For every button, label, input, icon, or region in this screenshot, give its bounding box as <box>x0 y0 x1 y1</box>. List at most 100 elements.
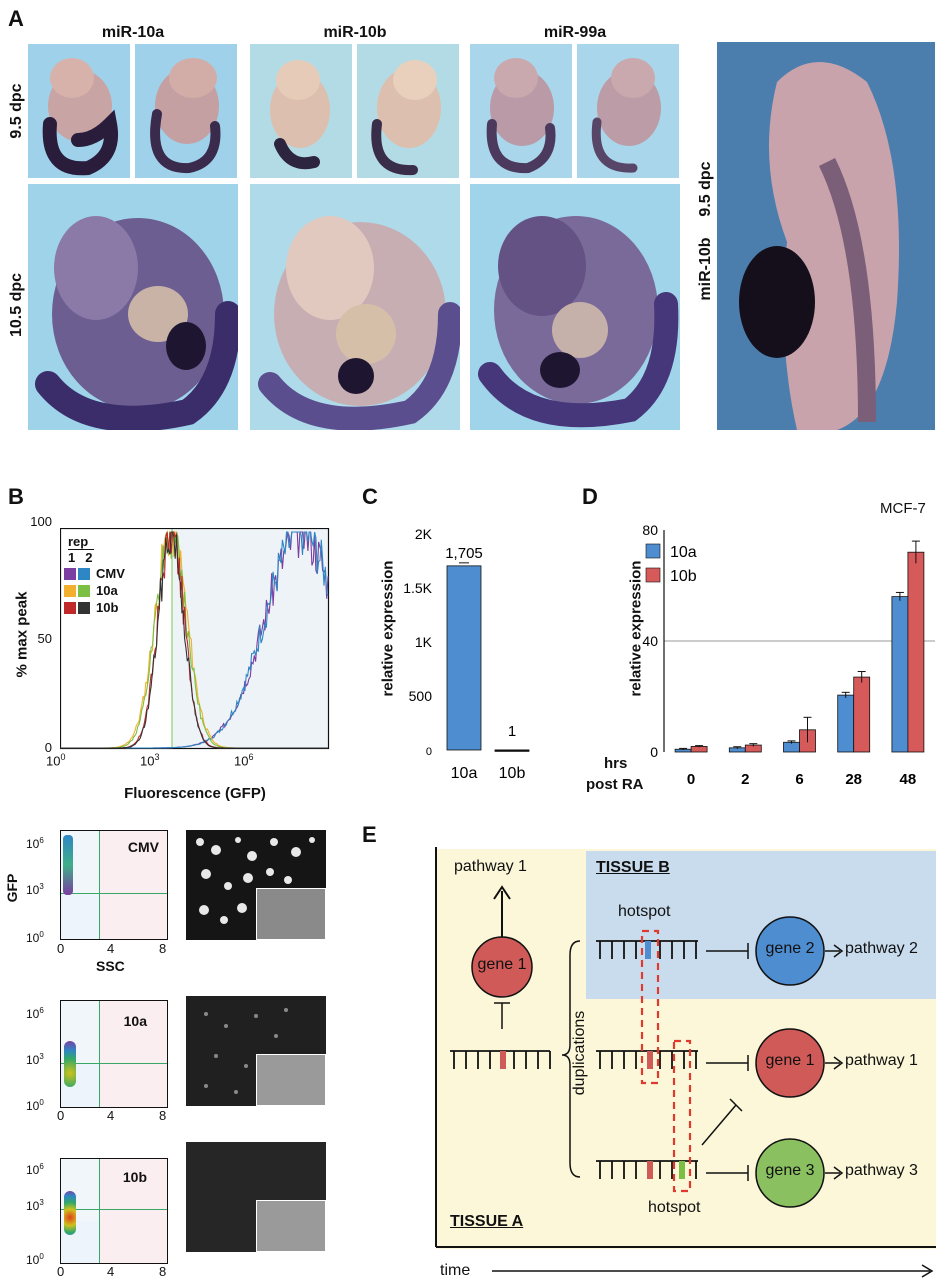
scatter-10b-ytick-0: 100 <box>26 1252 44 1267</box>
panel-a-side-gene-label: miR-10b <box>697 237 714 301</box>
panel-e-gene3: gene 3 <box>765 1162 815 1179</box>
panel-c-ytick: 0 <box>426 746 432 758</box>
scatter-10a-xtick-0: 0 <box>57 1108 65 1123</box>
scatter-plot-10a: 10a <box>60 1000 168 1108</box>
panel-c-ytick: 1K <box>415 634 433 650</box>
legend-swatch-10b-2 <box>78 601 90 614</box>
panel-d-category-48: 48 <box>900 771 917 788</box>
legend-label-cmv: CMV <box>96 566 125 581</box>
panel-a-col-label-mir10b: miR-10b <box>323 24 387 41</box>
panel-d-bar-chart: 80 40 0 0 2 6 28 48 10a 10b <box>642 522 935 788</box>
histogram-chart <box>60 528 330 750</box>
scatter-cmv-ytick-0: 100 <box>26 930 44 945</box>
panel-d-bar-10a-28 <box>837 694 855 753</box>
panel-e-gene1-top: gene 1 <box>477 956 527 973</box>
panel-d-category-6: 6 <box>795 771 803 788</box>
scatter-10b-xtick-8: 8 <box>159 1264 167 1279</box>
panel-c-ytick: 2K <box>415 526 433 542</box>
scatter-plot-cmv: CMV <box>60 830 168 940</box>
panel-e-duplications: duplications <box>571 1010 588 1096</box>
panel-e-gene1: gene 1 <box>765 1052 815 1069</box>
microscopy-inset <box>256 1200 326 1252</box>
legend-label-10a: 10a <box>96 583 118 598</box>
panel-a-col-label-mir10a: miR-10a <box>101 24 165 41</box>
microscopy-inset <box>256 888 326 940</box>
embryo-photo-mir99a-9-5-b <box>577 44 679 178</box>
scatter-cloud <box>64 1191 76 1235</box>
tissue-b-region <box>586 851 936 999</box>
microscopy-photo-cmv <box>186 830 326 940</box>
microscopy-photo-10b <box>186 1142 326 1252</box>
panel-b-xtick-1: 100 <box>46 752 66 769</box>
scatter-ylabel-gfp: GFP <box>4 873 20 903</box>
embryo-photo-mir10b-9-5-b <box>357 44 459 178</box>
hotspot-box-2 <box>672 1039 692 1193</box>
scatter-10a-xtick-4: 4 <box>107 1108 115 1123</box>
scatter-name-10a: 10a <box>123 1013 147 1029</box>
legend-rep2: 2 <box>85 550 93 565</box>
panel-a-side-stage-label: 9.5 dpc <box>697 161 714 217</box>
panel-b-ytick-100: 100 <box>30 514 52 529</box>
scatter-cmv-xtick-0: 0 <box>57 941 65 956</box>
legend-swatch-cmv-1 <box>64 567 76 580</box>
scatter-10a-xtick-8: 8 <box>159 1108 167 1123</box>
panel-a-col-label-mir99a: miR-99a <box>543 24 607 41</box>
microscopy-photo-10a <box>186 996 326 1106</box>
panel-e-diagram <box>435 847 936 1278</box>
panel-e-time-label: time <box>440 1262 471 1279</box>
panel-e-gene2: gene 2 <box>765 940 815 957</box>
legend-swatch-10a-1 <box>64 584 76 597</box>
panel-e-tissue-a: TISSUE A <box>450 1213 524 1230</box>
panel-b-label: B <box>8 484 24 509</box>
gene2-circle <box>755 916 825 986</box>
panel-d-bar-10b-28 <box>853 676 871 753</box>
embryo-photo-mir99a-10-5 <box>470 184 680 430</box>
panel-e-label: E <box>362 822 377 847</box>
panel-d-ytick: 80 <box>642 522 658 538</box>
panel-d-category-0: 0 <box>687 771 695 788</box>
legend-label-10b: 10b <box>96 600 119 615</box>
panel-d-legend-swatch-10a <box>645 543 661 559</box>
scatter-10a-ytick-6: 106 <box>26 1006 44 1021</box>
panel-c-ytick: 500 <box>409 688 433 704</box>
scatter-10b-xtick-0: 0 <box>57 1264 65 1279</box>
panel-d-bar-10a-6 <box>783 741 800 753</box>
scatter-10b-ytick-6: 106 <box>26 1162 44 1177</box>
scatter-10a-ytick-3: 103 <box>26 1052 44 1067</box>
embryo-photo-mir10a-10-5 <box>28 184 238 430</box>
panel-d-bar-10b-0 <box>690 746 708 753</box>
gene1-top-circle <box>471 936 533 998</box>
gene1-circle <box>755 1028 825 1098</box>
scatter-cloud <box>64 1041 76 1087</box>
panel-a-row-label-9-5dpc: 9.5 dpc <box>8 83 25 139</box>
panel-e-hotspot-bottom: hotspot <box>648 1199 701 1216</box>
legend-rep1: 1 <box>68 550 76 565</box>
legend-title-rep: rep <box>68 534 89 549</box>
legend-swatch-10b-1 <box>64 601 76 614</box>
legend-swatch-cmv-2 <box>78 567 90 580</box>
panel-d-ytick: 40 <box>642 633 658 649</box>
panel-d-category-2: 2 <box>741 771 749 788</box>
embryo-photo-mir10b-9-5-a <box>250 44 352 178</box>
panel-e-hotspot-top: hotspot <box>618 903 671 920</box>
duplications-brace <box>561 940 581 1178</box>
panel-d-label: D <box>582 484 598 509</box>
microscopy-inset <box>256 1054 326 1106</box>
panel-d-ytick: 0 <box>650 744 658 760</box>
scatter-plot-10b: 10b <box>60 1158 168 1264</box>
panel-c-bar-chart: 2K 1.5K 1K 500 0 1,705 10a 1 10b <box>403 526 530 780</box>
panel-e-pathway2: pathway 2 <box>845 940 918 957</box>
inhibition-gene3-gene1 <box>701 1104 737 1146</box>
panel-d-xlabel-post-ra: post RA <box>586 776 644 793</box>
scatter-cloud <box>63 835 73 895</box>
panel-d-category-28: 28 <box>845 771 862 788</box>
scatter-cmv-xtick-4: 4 <box>107 941 115 956</box>
panel-c-ytick: 1.5K <box>403 580 432 596</box>
panel-e-pathway3: pathway 3 <box>845 1162 918 1179</box>
panel-d-bar-10a-48 <box>891 596 909 753</box>
scatter-xlabel-ssc: SSC <box>96 958 125 974</box>
panel-a-row-label-10-5dpc: 10.5 dpc <box>8 272 25 338</box>
panel-e-pathway1-top: pathway 1 <box>454 858 527 875</box>
panel-d-legend-swatch-10b <box>645 567 661 583</box>
histogram-series-10b-rep2 <box>60 531 328 749</box>
